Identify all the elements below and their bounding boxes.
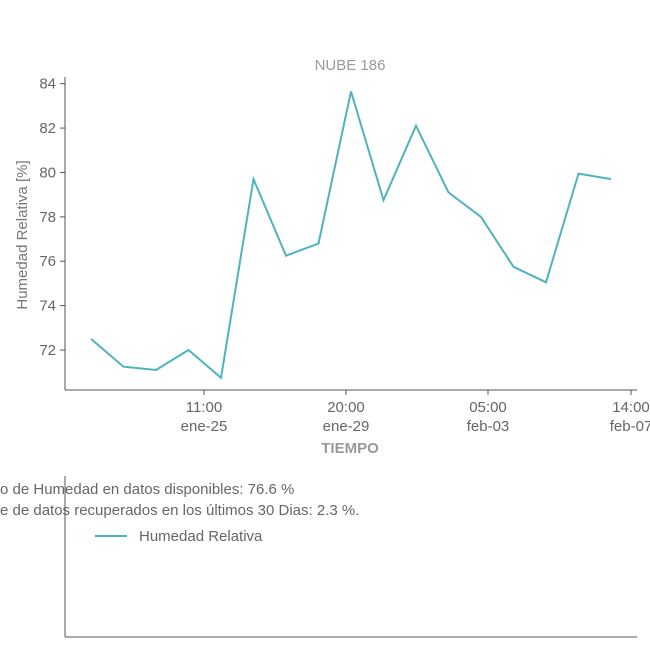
y-tick-label: 82 [39,120,56,137]
humidity-average-note: o de Humedad en datos disponibles: 76.6 … [0,481,294,498]
y-tick-label: 78 [39,209,56,226]
y-tick-label: 84 [39,76,56,93]
y-tick-label: 74 [39,298,56,315]
x-tick-time-label: 11:00 [186,399,222,416]
y-axis-label: Humedad Relativa [%] [14,160,31,309]
legend-label-humedad-relativa: Humedad Relativa [139,528,263,545]
chart-title: NUBE 186 [315,57,386,74]
x-tick-time-label: 05:00 [469,399,507,416]
x-tick-time-label: 20:00 [327,399,365,416]
series-line-humedad-relativa [90,91,612,380]
y-ticks: 72 74 76 78 80 82 84 [39,76,65,359]
legend-panel: Humedad Relativa [64,476,637,638]
y-tick-label: 80 [39,164,56,181]
x-ticks: 11:00 ene-25 20:00 ene-29 05:00 feb-03 14:00 fe… [181,390,650,435]
x-tick-date-label: feb-03 [467,418,510,435]
x-tick-date-label: ene-29 [323,418,370,435]
x-tick-date-label: ene-25 [181,418,228,435]
y-tick-label: 76 [39,253,56,270]
x-axis-label: TIEMPO [321,440,379,457]
y-tick-label: 72 [39,342,56,359]
recovered-data-note: e de datos recuperados en los últimos 30… [0,502,359,519]
x-tick-time-label: 14:00 [612,399,650,416]
x-tick-date-label: feb-07 [610,418,650,435]
